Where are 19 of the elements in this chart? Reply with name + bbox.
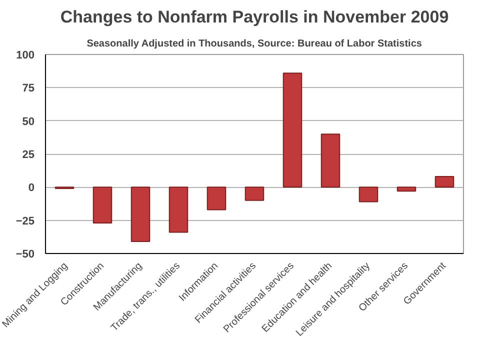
bar xyxy=(358,186,378,202)
bar xyxy=(282,72,302,188)
chart-subtitle: Seasonally Adjusted in Thousands, Source: Bureau of Labor Statistics xyxy=(86,38,422,50)
y-tick-label: 100 xyxy=(16,50,35,62)
y-tick-label: −50 xyxy=(16,248,35,260)
bar xyxy=(244,186,264,201)
y-tick-label: 75 xyxy=(22,82,35,95)
bar xyxy=(320,134,340,188)
y-tick-label: −25 xyxy=(16,215,35,228)
y-tick-label: 0 xyxy=(28,182,35,194)
bar xyxy=(396,186,416,192)
y-tick-label: 25 xyxy=(22,149,35,161)
bar xyxy=(92,186,112,224)
bar xyxy=(434,176,454,188)
chart-title: Changes to Nonfarm Payrolls in November 2009 xyxy=(60,8,449,26)
bar xyxy=(206,186,226,210)
bar xyxy=(168,186,188,233)
bar xyxy=(130,186,150,242)
y-tick-label: 50 xyxy=(22,116,35,128)
